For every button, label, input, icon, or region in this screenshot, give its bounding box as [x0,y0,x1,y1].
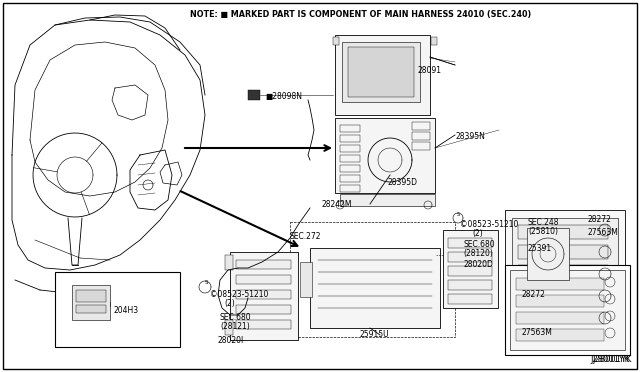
Bar [348,47,414,97]
Bar [443,230,498,308]
Text: 28242M: 28242M [322,200,353,209]
Bar [290,222,455,337]
Text: NOTE: ■ MARKED PART IS COMPONENT OF MAIN HARNESS 24010 (SEC.240): NOTE: ■ MARKED PART IS COMPONENT OF MAIN… [190,10,531,19]
Bar [516,312,604,324]
Bar [248,90,260,100]
Text: ■28098N: ■28098N [265,92,302,101]
Text: SEC.680: SEC.680 [220,313,252,322]
Text: 27563M: 27563M [521,328,552,337]
Bar [516,278,604,290]
Text: SEC.680: SEC.680 [463,240,495,249]
Bar [448,238,492,248]
Bar [225,320,233,335]
Text: SEC.248: SEC.248 [528,218,559,227]
Text: 28395N: 28395N [456,132,486,141]
Bar [300,262,312,297]
Bar [236,275,291,284]
Bar [310,248,440,328]
Text: (2): (2) [224,299,235,308]
Bar [335,35,430,115]
Bar [527,228,569,280]
Bar [340,185,360,192]
Bar [340,175,360,182]
Text: S: S [204,280,208,285]
Bar [516,329,604,341]
Text: 28020D: 28020D [463,260,493,269]
Bar [230,252,298,340]
Bar [518,225,608,239]
Text: (25810): (25810) [528,227,558,236]
Bar [412,132,430,140]
Bar [412,142,430,150]
Bar [412,122,430,130]
Bar [505,265,630,355]
Text: (28121): (28121) [220,322,250,331]
Text: S: S [456,212,460,217]
Bar [518,285,608,299]
Bar [518,265,608,279]
Bar [340,194,435,206]
Bar [55,272,180,347]
Text: 25391: 25391 [527,244,551,253]
Bar [340,135,360,142]
Text: (28120): (28120) [463,249,493,258]
Bar [333,37,339,45]
Bar [505,210,625,350]
Text: 27563M: 27563M [588,228,619,237]
Bar [340,155,360,162]
Text: J28001YK: J28001YK [591,355,630,364]
Text: 204H3: 204H3 [113,306,138,315]
Text: ©08523-51210: ©08523-51210 [210,290,268,299]
Bar [518,305,608,319]
Bar [340,125,360,132]
Text: ©08523-51210: ©08523-51210 [460,220,518,229]
Text: 28020I: 28020I [218,336,244,345]
Text: J28001YK: J28001YK [593,355,632,364]
Bar [512,218,618,343]
Bar [340,145,360,152]
Bar [236,305,291,314]
Bar [225,255,233,270]
Bar [518,245,608,259]
Text: 28272: 28272 [588,215,612,224]
Bar [236,260,291,269]
Text: 28091: 28091 [418,66,442,75]
Bar [236,290,291,299]
Text: 28272: 28272 [521,290,545,299]
Bar [335,118,435,193]
Bar [236,320,291,329]
Text: (2): (2) [472,229,483,238]
Bar [448,294,492,304]
Text: 25915U: 25915U [360,330,390,339]
Bar [448,280,492,290]
Bar [516,295,604,307]
Bar [76,290,106,302]
Bar [342,42,420,102]
Text: 28395D: 28395D [388,178,418,187]
Bar [340,165,360,172]
Bar [510,270,625,350]
Bar [448,266,492,276]
Bar [518,325,608,339]
Bar [72,285,110,320]
Bar [76,305,106,313]
Bar [448,252,492,262]
Text: SEC.272: SEC.272 [290,232,321,241]
Bar [431,37,437,45]
